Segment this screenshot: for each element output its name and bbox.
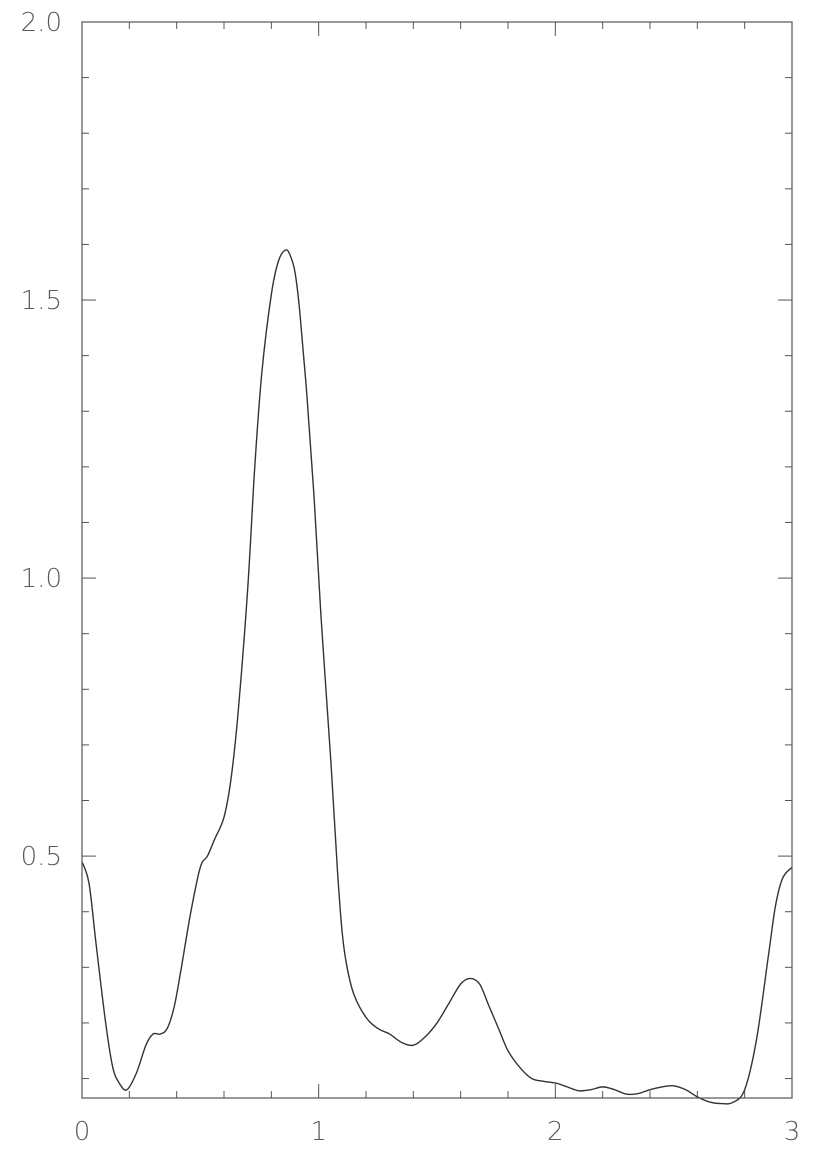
x-tick-label: 3 xyxy=(784,1117,801,1147)
tick-labels: 0 1 2 3 0.5 1.0 1.5 2.0 xyxy=(21,8,801,1147)
y-tick-label: 1.5 xyxy=(21,286,62,316)
axis-ticks xyxy=(81,21,793,1098)
series-layer xyxy=(81,249,793,1105)
x-tick-label: 2 xyxy=(547,1117,564,1147)
plot-frame xyxy=(81,21,793,1099)
y-tick-label: 1.0 xyxy=(21,564,62,594)
x-tick-label: 1 xyxy=(310,1117,327,1147)
x-tick-label: 0 xyxy=(74,1117,91,1147)
y-tick-label: 2.0 xyxy=(21,8,62,38)
series-line xyxy=(81,249,793,1105)
y-tick-label: 0.5 xyxy=(21,842,62,872)
